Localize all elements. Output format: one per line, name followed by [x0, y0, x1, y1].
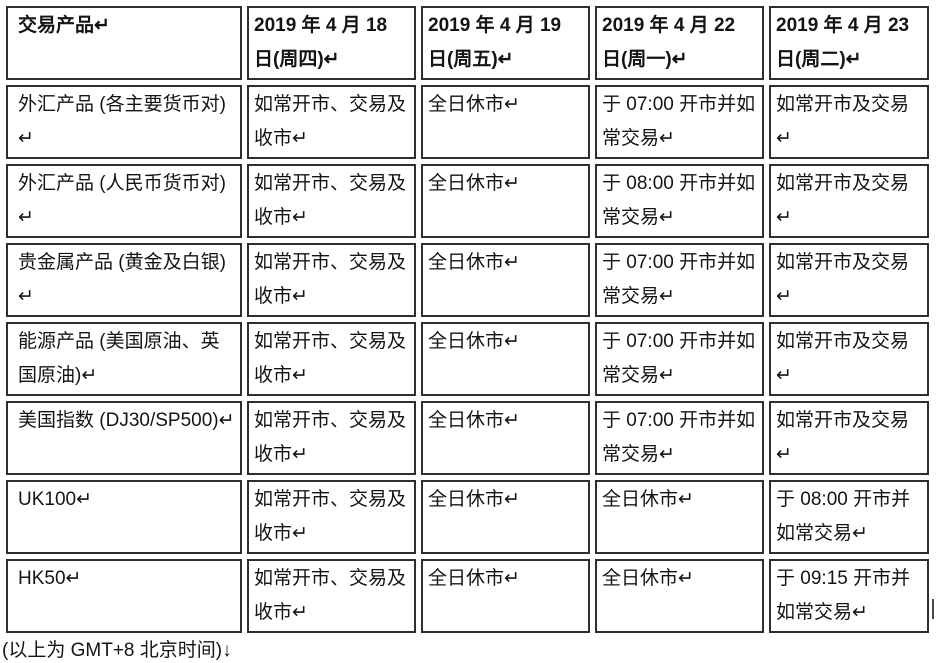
timezone-note: (以上为 GMT+8 北京时间)↓ — [2, 640, 232, 661]
schedule-cell: 如常开市、交易及收市↵ — [247, 480, 416, 554]
product-cell: 外汇产品 (各主要货币对)↵ — [6, 85, 242, 159]
schedule-cell: 如常开市及交易↵ — [769, 401, 929, 475]
table-row-forex-major: 外汇产品 (各主要货币对)↵ 如常开市、交易及收市↵ 全日休市↵ 于 07:00… — [6, 85, 929, 159]
text-cursor — [932, 599, 934, 619]
schedule-cell: 于 07:00 开市并如常交易↵ — [595, 322, 764, 396]
product-cell: 贵金属产品 (黄金及白银)↵ — [6, 243, 242, 317]
header-cell-date-apr23: 2019 年 4 月 23 日(周二)↵ — [769, 6, 929, 80]
table-row-uk100: UK100↵ 如常开市、交易及收市↵ 全日休市↵ 全日休市↵ 于 08:00 开… — [6, 480, 929, 554]
header-cell-date-apr18: 2019 年 4 月 18 日(周四)↵ — [247, 6, 416, 80]
schedule-cell: 全日休市↵ — [421, 322, 590, 396]
product-cell: 外汇产品 (人民币货币对)↵ — [6, 164, 242, 238]
schedule-cell: 于 07:00 开市并如常交易↵ — [595, 401, 764, 475]
schedule-cell: 如常开市、交易及收市↵ — [247, 401, 416, 475]
table-row-us-indices: 美国指数 (DJ30/SP500)↵ 如常开市、交易及收市↵ 全日休市↵ 于 0… — [6, 401, 929, 475]
schedule-cell: 如常开市及交易↵ — [769, 164, 929, 238]
schedule-cell: 于 08:00 开市并如常交易↵ — [769, 480, 929, 554]
schedule-cell: 全日休市↵ — [421, 401, 590, 475]
schedule-cell: 全日休市↵ — [595, 480, 764, 554]
header-row: 交易产品↵ 2019 年 4 月 18 日(周四)↵ 2019 年 4 月 19… — [6, 6, 929, 80]
schedule-cell: 于 09:15 开市并如常交易↵ — [769, 559, 929, 633]
schedule-cell: 如常开市及交易↵ — [769, 322, 929, 396]
table-row-energy: 能源产品 (美国原油、英国原油)↵ 如常开市、交易及收市↵ 全日休市↵ 于 07… — [6, 322, 929, 396]
product-cell: 能源产品 (美国原油、英国原油)↵ — [6, 322, 242, 396]
schedule-cell: 如常开市、交易及收市↵ — [247, 322, 416, 396]
table-row-forex-rmb: 外汇产品 (人民币货币对)↵ 如常开市、交易及收市↵ 全日休市↵ 于 08:00… — [6, 164, 929, 238]
schedule-cell: 全日休市↵ — [421, 85, 590, 159]
header-cell-date-apr19: 2019 年 4 月 19 日(周五)↵ — [421, 6, 590, 80]
schedule-cell: 于 07:00 开市并如常交易↵ — [595, 243, 764, 317]
schedule-cell: 全日休市↵ — [421, 164, 590, 238]
schedule-cell: 全日休市↵ — [421, 559, 590, 633]
trading-schedule-table: 交易产品↵ 2019 年 4 月 18 日(周四)↵ 2019 年 4 月 19… — [1, 1, 934, 638]
schedule-cell: 如常开市、交易及收市↵ — [247, 164, 416, 238]
schedule-cell: 全日休市↵ — [421, 480, 590, 554]
product-cell: UK100↵ — [6, 480, 242, 554]
schedule-cell: 于 08:00 开市并如常交易↵ — [595, 164, 764, 238]
header-cell-product: 交易产品↵ — [6, 6, 242, 80]
schedule-cell: 如常开市及交易↵ — [769, 85, 929, 159]
product-cell: HK50↵ — [6, 559, 242, 633]
schedule-cell: 如常开市、交易及收市↵ — [247, 85, 416, 159]
table-row-hk50: HK50↵ 如常开市、交易及收市↵ 全日休市↵ 全日休市↵ 于 09:15 开市… — [6, 559, 929, 633]
schedule-cell: 全日休市↵ — [421, 243, 590, 317]
product-cell: 美国指数 (DJ30/SP500)↵ — [6, 401, 242, 475]
schedule-cell: 如常开市、交易及收市↵ — [247, 243, 416, 317]
header-cell-date-apr22: 2019 年 4 月 22 日(周一)↵ — [595, 6, 764, 80]
schedule-cell: 全日休市↵ — [595, 559, 764, 633]
schedule-cell: 如常开市、交易及收市↵ — [247, 559, 416, 633]
table-row-precious-metals: 贵金属产品 (黄金及白银)↵ 如常开市、交易及收市↵ 全日休市↵ 于 07:00… — [6, 243, 929, 317]
schedule-cell: 于 07:00 开市并如常交易↵ — [595, 85, 764, 159]
schedule-cell: 如常开市及交易↵ — [769, 243, 929, 317]
